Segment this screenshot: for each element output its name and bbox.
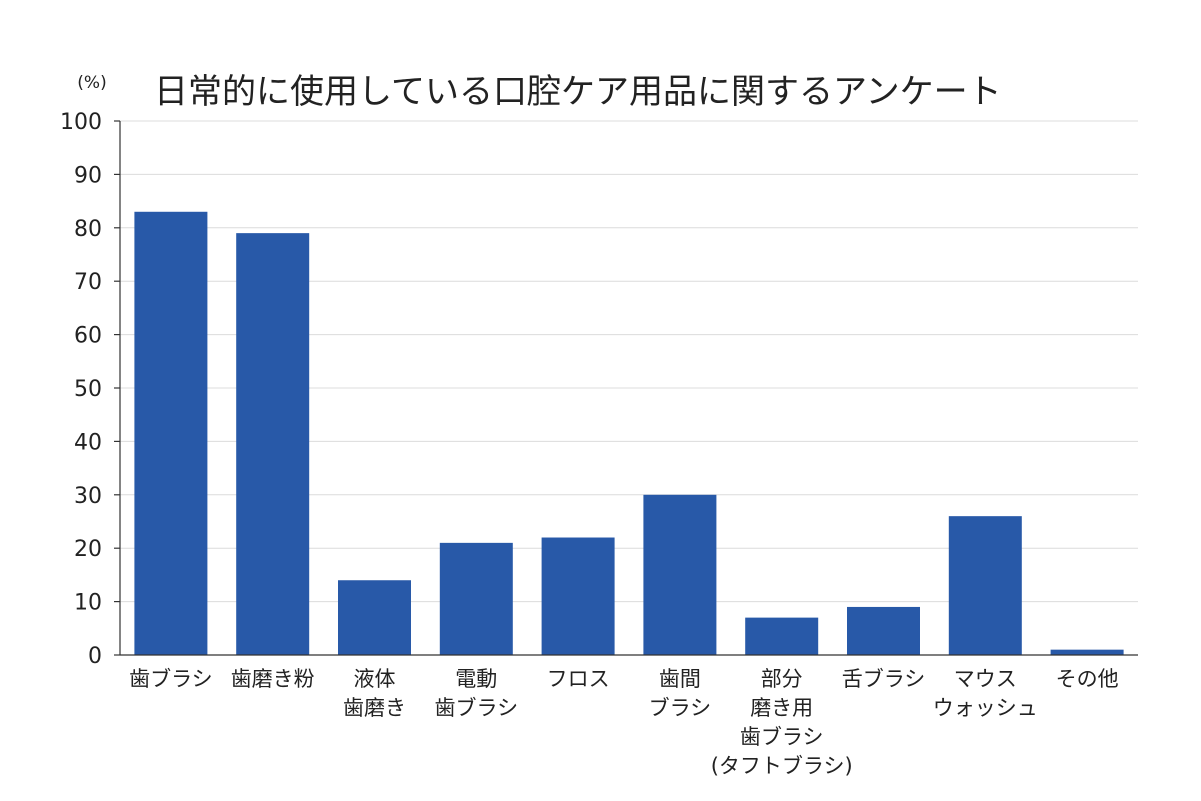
x-tick-label-line: 歯磨き粉 xyxy=(231,667,315,691)
bar-6 xyxy=(643,494,717,655)
x-tick-label-line: 電動 xyxy=(455,667,497,691)
x-tick-label: 液体歯磨き xyxy=(343,667,406,720)
x-tick-label-line: 歯間 xyxy=(659,667,701,691)
x-tick-label: 舌ブラシ xyxy=(842,667,926,691)
x-tick-label-line: その他 xyxy=(1056,667,1119,691)
x-tick-label: フロス xyxy=(547,667,610,691)
x-tick-label-line: ブラシ xyxy=(649,696,712,720)
y-axis-unit-label: (%) xyxy=(77,73,106,93)
bar-7 xyxy=(745,617,819,655)
x-tick-label: マウスウォッシュ xyxy=(933,667,1038,720)
x-tick-label-line: 磨き用 xyxy=(750,696,813,720)
x-tick-label: その他 xyxy=(1056,667,1119,691)
y-tick-label: 80 xyxy=(74,217,102,242)
y-tick-label: 0 xyxy=(88,644,102,669)
x-tick-label: 電動歯ブラシ xyxy=(435,667,519,720)
y-axis-ticks: 0 10 20 30 40 50 60 70 80 90 100 xyxy=(60,110,102,669)
bar-3 xyxy=(338,580,411,655)
bar-9 xyxy=(948,516,1022,655)
axes xyxy=(114,120,1138,656)
y-tick-label: 30 xyxy=(74,484,102,509)
x-tick-label-line: フロス xyxy=(547,667,610,691)
x-tick-label: 歯ブラシ xyxy=(129,667,213,691)
bar-5 xyxy=(541,537,615,655)
bar-10 xyxy=(1050,649,1124,655)
bars xyxy=(134,211,1124,655)
x-tick-label-line: ウォッシュ xyxy=(933,696,1038,720)
y-tick-label: 100 xyxy=(60,110,102,135)
x-tick-label-line: 液体 xyxy=(354,667,396,691)
y-tick-label: 50 xyxy=(74,377,102,402)
x-tick-label-line: 歯ブラシ xyxy=(435,696,519,720)
x-tick-label-line: (タフトブラシ) xyxy=(711,754,853,778)
bar-2 xyxy=(236,233,310,655)
x-tick-label-line: 舌ブラシ xyxy=(842,667,926,691)
y-tick-label: 70 xyxy=(74,270,102,295)
y-tick-label: 10 xyxy=(74,591,102,616)
chart-title: 日常的に使用している口腔ケア用品に関するアンケート xyxy=(154,72,1002,112)
y-tick-label: 20 xyxy=(74,537,102,562)
x-tick-label-line: 歯ブラシ xyxy=(740,725,824,749)
x-tick-label: 歯間ブラシ xyxy=(649,667,712,720)
y-tick-label: 90 xyxy=(74,163,102,188)
x-tick-label-line: 部分 xyxy=(761,667,803,691)
x-tick-label: 歯磨き粉 xyxy=(231,667,315,691)
x-tick-label-line: 歯ブラシ xyxy=(129,667,213,691)
x-tick-label: 部分磨き用歯ブラシ (タフトブラシ) xyxy=(711,667,853,778)
bar-4 xyxy=(439,542,513,655)
x-tick-label-line: 歯磨き xyxy=(343,696,406,720)
y-tick-label: 60 xyxy=(74,324,102,349)
y-tick-label: 40 xyxy=(74,430,102,455)
bar-8 xyxy=(847,606,920,655)
bar-1 xyxy=(134,211,208,655)
x-tick-label-line: マウス xyxy=(954,667,1017,691)
